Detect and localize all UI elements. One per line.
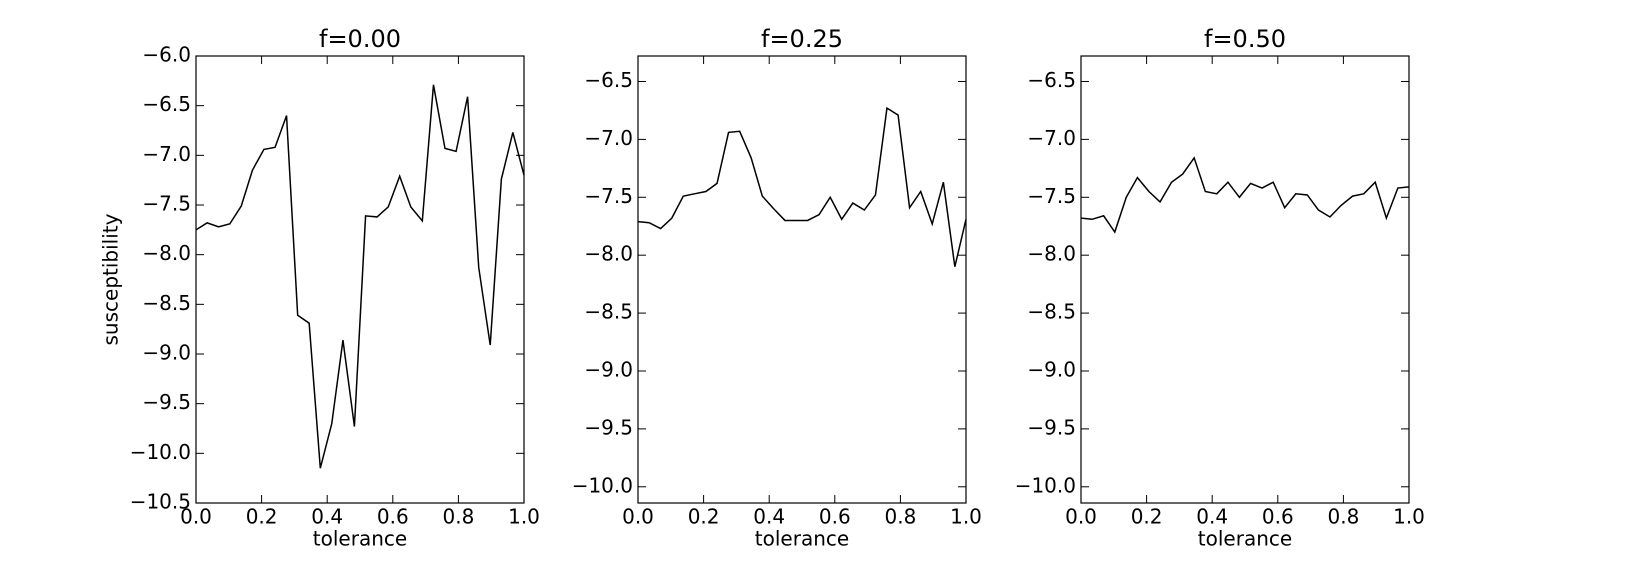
y-tick-label: −9.0 [142, 341, 191, 365]
y-tick-label: −6.5 [1027, 68, 1076, 92]
y-tick-label: −7.0 [584, 126, 633, 150]
y-tick-label: −9.0 [584, 357, 633, 381]
x-tick-label: 0.2 [688, 505, 720, 529]
y-tick-label: −8.5 [1027, 300, 1076, 324]
line [195, 84, 525, 469]
x-axis-label: tolerance [755, 527, 849, 551]
y-axis-label: susceptibility [99, 213, 123, 345]
plot-frame [195, 55, 525, 504]
x-tick-label: 0.2 [246, 505, 278, 529]
plot-frame [1080, 55, 1410, 504]
y-tick-label: −9.5 [142, 390, 191, 414]
x-tick-label: 1.0 [1393, 505, 1425, 529]
y-tick-label: −9.0 [1027, 357, 1076, 381]
x-tick-label: 0.6 [819, 505, 851, 529]
y-tick-label: −10.0 [130, 440, 191, 464]
y-tick-label: −7.5 [1027, 184, 1076, 208]
x-tick-label: 0.0 [180, 505, 212, 529]
y-tick-label: −9.5 [584, 415, 633, 439]
x-tick-label: 0.4 [753, 505, 785, 529]
line [637, 106, 967, 267]
x-tick-label: 0.8 [884, 505, 916, 529]
y-tick-label: −7.5 [142, 192, 191, 216]
x-tick-label: 0.6 [377, 505, 409, 529]
chart-title: f=0.25 [761, 25, 843, 53]
y-tick-label: −9.5 [1027, 415, 1076, 439]
x-tick-label: 0.4 [1196, 505, 1228, 529]
x-tick-label: 0.0 [622, 505, 654, 529]
line [1080, 156, 1410, 234]
y-tick-label: −6.5 [142, 92, 191, 116]
y-tick-label: −7.5 [584, 184, 633, 208]
x-tick-label: 0.4 [311, 505, 343, 529]
y-tick-label: −8.0 [584, 242, 633, 266]
y-tick-label: −7.0 [1027, 126, 1076, 150]
x-tick-label: 0.0 [1065, 505, 1097, 529]
x-tick-label: 1.0 [950, 505, 982, 529]
x-axis-label: tolerance [1198, 527, 1292, 551]
y-tick-label: −8.0 [1027, 242, 1076, 266]
chart-title: f=0.50 [1204, 25, 1286, 53]
x-axis-label: tolerance [313, 527, 407, 551]
chart-title: f=0.00 [319, 25, 401, 53]
x-tick-label: 0.2 [1131, 505, 1163, 529]
y-tick-label: −10.5 [130, 490, 191, 514]
y-tick-label: −10.0 [572, 473, 633, 497]
y-tick-label: −10.0 [1015, 473, 1076, 497]
y-tick-label: −8.5 [142, 291, 191, 315]
y-tick-label: −7.0 [142, 142, 191, 166]
plot-frame [637, 55, 967, 504]
y-tick-label: −6.0 [142, 43, 191, 67]
x-tick-label: 1.0 [508, 505, 540, 529]
y-tick-label: −6.5 [584, 68, 633, 92]
y-tick-label: −8.5 [584, 300, 633, 324]
y-tick-label: −8.0 [142, 241, 191, 265]
x-tick-label: 0.8 [1327, 505, 1359, 529]
x-tick-label: 0.6 [1262, 505, 1294, 529]
x-tick-label: 0.8 [442, 505, 474, 529]
